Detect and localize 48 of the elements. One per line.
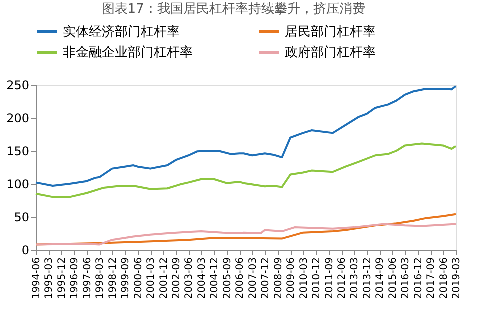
y-tick-label: 250	[6, 78, 30, 92]
x-tick-label: 2013-03	[350, 258, 361, 300]
x-tick-label: 2005-09	[222, 258, 234, 300]
x-tick-label: 2016-12	[413, 258, 424, 300]
x-tick-label: 2004-12	[210, 258, 221, 300]
x-tick-label: 1997-06	[82, 258, 94, 300]
x-tick-label: 2000-06	[133, 258, 144, 300]
x-tick-label: 2001-03	[146, 258, 158, 300]
y-tick-label: 100	[6, 178, 30, 192]
x-tick-label: 2018-06	[438, 258, 450, 300]
legend-label: 政府部门杠杆率	[285, 44, 376, 60]
line-series	[35, 85, 457, 187]
y-tick-label: 50	[14, 210, 30, 224]
y-tick-label: 150	[6, 144, 30, 158]
chart-title: 图表17：我国居民杠杆率持续攀升，挤压消费	[102, 1, 366, 17]
line-series	[35, 142, 457, 198]
x-tick-label: 2002-09	[172, 258, 183, 300]
x-tick-label: 2003-06	[184, 258, 196, 300]
legend-label: 非金融企业部门杠杆率	[63, 44, 193, 60]
x-tick-label: 2012-06	[337, 258, 348, 300]
x-tick-label: 1998-12	[108, 258, 119, 300]
x-tick-label: 2011-09	[324, 258, 336, 300]
legend-label: 实体经济部门杠杆率	[63, 24, 180, 40]
x-tick-label: 1998-03	[95, 258, 106, 300]
x-tick-label: 1995-12	[56, 258, 68, 300]
x-tick-label: 2008-09	[273, 258, 284, 300]
x-tick-label: 2009-06	[286, 258, 298, 300]
x-tick-label: 2016-03	[400, 258, 412, 300]
x-tick-label: 2010-12	[312, 258, 323, 300]
x-tick-label: 2013-12	[362, 258, 374, 300]
x-tick-label: 1996-09	[70, 258, 81, 300]
x-tick-label: 1999-09	[120, 258, 132, 300]
x-tick-label: 2001-12	[158, 258, 170, 300]
x-tick-label: 2015-06	[388, 258, 399, 300]
y-tick-label: 200	[6, 112, 30, 126]
x-tick-label: 1995-03	[44, 258, 56, 300]
x-tick-label: 2019-03	[452, 258, 462, 300]
x-tick-label: 2007-03	[248, 258, 259, 300]
x-tick-label: 1994-06	[32, 258, 42, 300]
x-tick-label: 2007-12	[260, 258, 272, 300]
line-series	[35, 223, 457, 246]
x-tick-label: 2004-03	[196, 258, 208, 300]
x-tick-label: 2017-09	[426, 258, 438, 300]
x-tick-label: 2014-09	[375, 258, 386, 300]
legend-label: 居民部门杠杆率	[285, 24, 376, 40]
y-tick-label: 0	[22, 244, 30, 258]
x-tick-label: 2006-06	[235, 258, 246, 300]
x-tick-label: 2010-03	[298, 258, 310, 300]
